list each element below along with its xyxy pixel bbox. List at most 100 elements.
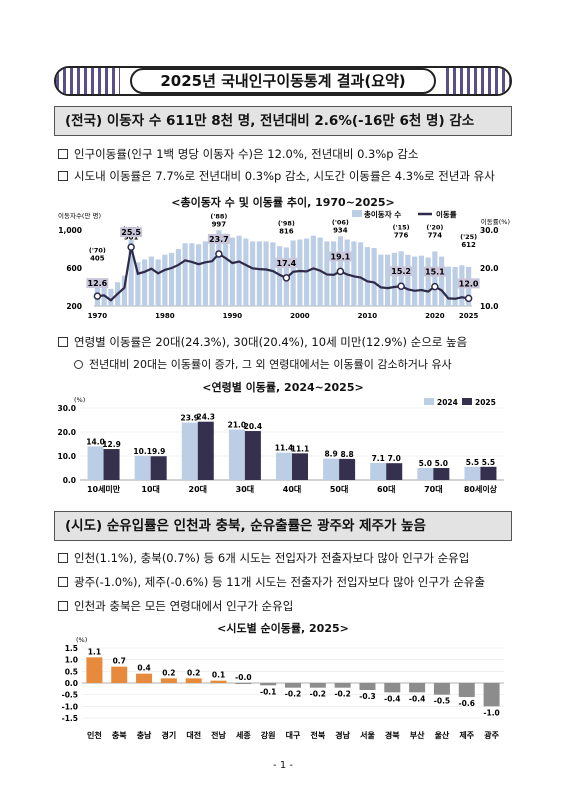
net-migration-bar	[210, 680, 227, 683]
annotation-rate: 12.6	[88, 279, 108, 288]
annotation-year: ('98)	[278, 219, 295, 227]
x-tick-label: 1980	[155, 312, 175, 320]
value-label-2024: 5.5	[466, 458, 479, 467]
net-migration-bar	[359, 683, 376, 690]
migrants-bar	[202, 241, 208, 306]
bar-2025	[480, 466, 497, 480]
chart2-title: <연령별 이동률, 2024~2025>	[202, 381, 364, 394]
left-tick-label: 200	[66, 302, 82, 311]
decorative-stripes-right	[446, 68, 510, 94]
rate-label-box	[120, 227, 143, 238]
region-label: 전남	[211, 730, 226, 740]
value-label: -0.0	[235, 673, 251, 682]
y-tick-label: 20.0	[57, 428, 76, 437]
value-label: -0.4	[409, 694, 425, 703]
annotation-year: ('25)	[460, 233, 477, 241]
migrants-bar	[412, 256, 418, 306]
region-label: 충남	[137, 730, 152, 740]
annotation-rate: 17.4	[277, 259, 297, 268]
net-migration-bar	[185, 678, 202, 683]
migrants-bar	[378, 254, 384, 306]
category-label: 40대	[283, 484, 302, 494]
value-label-2024: 5.0	[419, 459, 432, 468]
x-tick-label: 2000	[290, 312, 310, 320]
migrants-bar	[263, 241, 269, 306]
x-tick-label: 1990	[223, 312, 243, 320]
bullet-migration-rate: 인구이동률(인구 1백 명당 이동자 수)은 12.0%, 전년대비 0.3%p…	[58, 146, 418, 162]
value-label: -0.6	[459, 699, 475, 708]
region-label: 충북	[112, 730, 127, 740]
report-title: 2025년 국내인구이동통계 결과(요약)	[130, 68, 436, 94]
region-label: 제주	[459, 730, 474, 740]
region-label: 전북	[310, 730, 325, 740]
rate-marker	[397, 282, 405, 290]
category-label: 20대	[189, 484, 208, 494]
bar-2024	[134, 455, 151, 480]
region-label: 대구	[286, 730, 301, 740]
legend-2024-swatch	[424, 398, 434, 405]
annotation-rate: 15.2	[391, 267, 411, 276]
left-axis-label: 이동자수(만 명)	[58, 211, 101, 220]
right-tick-label: 20.0	[480, 264, 499, 273]
y-axis-unit: (%)	[74, 396, 85, 404]
value-label: -0.4	[384, 694, 400, 703]
value-label: 0.1	[212, 671, 225, 680]
migrants-bar	[256, 241, 262, 306]
bullet-net-outflow: 광주(-1.0%), 제주(-0.6%) 등 11개 시도는 전출자가 전입자보…	[58, 574, 485, 590]
bar-2024	[323, 458, 340, 480]
migrants-bar	[385, 254, 391, 306]
migrants-bar	[405, 254, 411, 306]
value-label-2024: 23.9	[181, 414, 200, 423]
y-axis-unit: (%)	[76, 636, 87, 644]
migrants-bar	[108, 288, 114, 306]
section-heading-national: (전국) 이동자 수 611만 8천 명, 전년대비 2.6%(-16만 6천 …	[54, 106, 512, 136]
value-label-2025: 24.3	[197, 413, 216, 422]
square-bullet-icon	[58, 601, 68, 611]
right-axis-label: 이동률(%)	[481, 217, 510, 226]
rate-label-box	[329, 251, 352, 262]
bullet-net-inflow: 인천(1.1%), 충북(0.7%) 등 6개 시도는 전입자가 전출자보다 많…	[58, 550, 469, 566]
legend-bar-label: 총이동자 수	[364, 209, 401, 219]
square-bullet-icon	[58, 577, 68, 587]
migrants-bar	[358, 242, 364, 306]
migrants-bar	[351, 241, 357, 306]
value-label-2024: 21.0	[228, 421, 247, 430]
migrants-bar	[182, 243, 188, 306]
annotation-migrants: 612	[461, 241, 476, 249]
value-label: 0.4	[137, 664, 150, 673]
region-label: 경기	[162, 730, 177, 740]
page-number: - 1 -	[273, 760, 293, 771]
bar-2025	[244, 431, 261, 480]
square-bullet-icon	[58, 553, 68, 563]
report-title-banner: 2025년 국내인구이동통계 결과(요약)	[54, 66, 512, 96]
annotation-migrants: 901	[124, 233, 139, 241]
annotation-migrants: 774	[428, 231, 443, 239]
net-migration-bar	[384, 683, 401, 693]
region-label: 서울	[360, 730, 375, 740]
migrants-bar	[452, 267, 458, 306]
x-tick-label: 1970	[88, 312, 108, 320]
annotation-rate: 19.1	[331, 252, 351, 261]
x-tick-label: 2020	[425, 312, 445, 320]
category-label: 60대	[377, 484, 396, 494]
section-heading-provincial: (시도) 순유입률은 인천과 충북, 순유출률은 광주와 제주가 높음	[54, 511, 512, 541]
decorative-stripes-left	[56, 68, 120, 94]
net-migration-bar	[334, 683, 351, 688]
net-migration-bar	[285, 683, 301, 688]
migrants-bar	[418, 255, 424, 306]
migrants-bar	[270, 242, 276, 306]
bar-2025	[292, 453, 308, 480]
rate-marker	[282, 274, 291, 282]
y-tick-label: 0.0	[63, 476, 76, 485]
annotation-rate: 23.7	[209, 235, 229, 244]
migrants-bar	[209, 239, 215, 306]
value-label: 1.1	[88, 647, 101, 656]
region-label: 대전	[186, 730, 201, 740]
value-label-2024: 8.9	[324, 450, 337, 459]
annotation-migrants: 934	[333, 226, 348, 234]
rate-marker	[127, 243, 135, 251]
y-tick-label: 1.5	[65, 644, 78, 653]
annotation-migrants: 997	[212, 220, 227, 228]
migrants-bar	[398, 251, 404, 306]
value-label: -0.5	[434, 697, 450, 706]
